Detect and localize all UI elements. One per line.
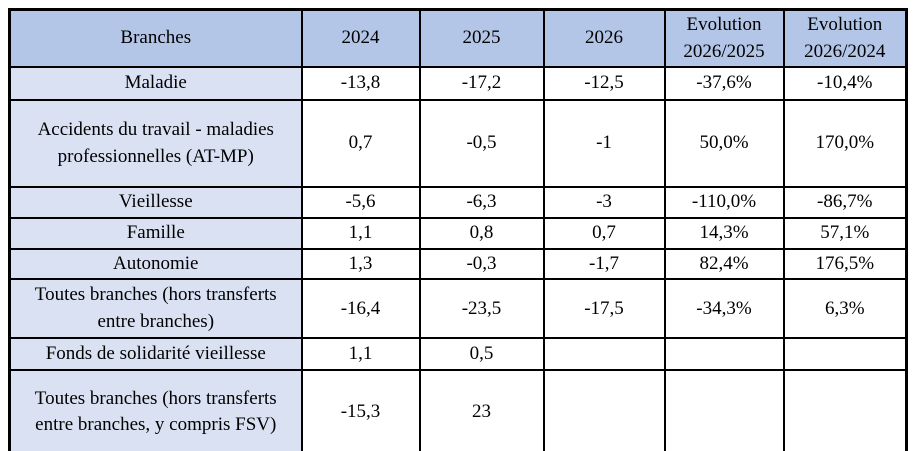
table-row: Toutes branches (hors transferts entre b… xyxy=(8,278,908,340)
cell: 1,1 xyxy=(300,217,421,250)
branches-results-table: Branches 2024 2025 2026 Evolution 2026/2… xyxy=(8,8,908,451)
cell: 1,3 xyxy=(300,247,421,281)
row-label: Famille xyxy=(8,217,303,250)
cell: -23,5 xyxy=(418,278,545,340)
column-header-2026: 2026 xyxy=(542,8,666,69)
cell: 176,5% xyxy=(782,247,908,281)
cell: -5,6 xyxy=(300,186,421,220)
cell xyxy=(542,369,666,451)
cell: 23 xyxy=(418,369,545,451)
row-label: Accidents du travail - maladies professi… xyxy=(8,99,303,189)
table-body: Maladie -13,8 -17,2 -12,5 -37,6% -10,4% Accide… xyxy=(8,66,908,451)
header-row: Branches 2024 2025 2026 Evolution 2026/2… xyxy=(8,8,908,69)
cell: -13,8 xyxy=(300,66,421,102)
cell: 14,3% xyxy=(663,217,785,250)
cell: -10,4% xyxy=(782,66,908,102)
cell: 57,1% xyxy=(782,217,908,250)
row-label: Vieillesse xyxy=(8,186,303,220)
row-label: Maladie xyxy=(8,66,303,102)
cell xyxy=(782,337,908,372)
column-header-evolution-2026-2025: Evolution 2026/2025 xyxy=(663,8,785,69)
cell: 0,8 xyxy=(418,217,545,250)
row-label: Autonomie xyxy=(8,247,303,281)
cell: 170,0% xyxy=(782,99,908,189)
table-row: Fonds de solidarité vieillesse 1,1 0,5 xyxy=(8,337,908,372)
cell xyxy=(663,369,785,451)
table-row: Accidents du travail - maladies professi… xyxy=(8,99,908,189)
table-row: Vieillesse -5,6 -6,3 -3 -110,0% -86,7% xyxy=(8,186,908,220)
cell xyxy=(663,337,785,372)
cell: 82,4% xyxy=(663,247,785,281)
cell: -110,0% xyxy=(663,186,785,220)
cell: -15,3 xyxy=(300,369,421,451)
row-label: Toutes branches (hors transferts entre b… xyxy=(8,369,303,451)
table-row: Maladie -13,8 -17,2 -12,5 -37,6% -10,4% xyxy=(8,66,908,102)
cell: -34,3% xyxy=(663,278,785,340)
row-label: Fonds de solidarité vieillesse xyxy=(8,337,303,372)
cell xyxy=(542,337,666,372)
cell: -16,4 xyxy=(300,278,421,340)
cell: -37,6% xyxy=(663,66,785,102)
cell: -0,3 xyxy=(418,247,545,281)
cell: -1,7 xyxy=(542,247,666,281)
cell: -86,7% xyxy=(782,186,908,220)
cell: 1,1 xyxy=(300,337,421,372)
cell: 6,3% xyxy=(782,278,908,340)
cell: 0,5 xyxy=(418,337,545,372)
row-label: Toutes branches (hors transferts entre b… xyxy=(8,278,303,340)
column-header-2024: 2024 xyxy=(300,8,421,69)
cell: -1 xyxy=(542,99,666,189)
column-header-evolution-2026-2024: Evolution 2026/2024 xyxy=(782,8,908,69)
cell: -17,2 xyxy=(418,66,545,102)
column-header-branches: Branches xyxy=(8,8,303,69)
cell: -17,5 xyxy=(542,278,666,340)
table-row: Famille 1,1 0,8 0,7 14,3% 57,1% xyxy=(8,217,908,250)
cell: 0,7 xyxy=(542,217,666,250)
cell xyxy=(782,369,908,451)
table-row: Toutes branches (hors transferts entre b… xyxy=(8,369,908,451)
cell: -3 xyxy=(542,186,666,220)
table-row: Autonomie 1,3 -0,3 -1,7 82,4% 176,5% xyxy=(8,247,908,281)
cell: -0,5 xyxy=(418,99,545,189)
cell: 50,0% xyxy=(663,99,785,189)
cell: 0,7 xyxy=(300,99,421,189)
column-header-2025: 2025 xyxy=(418,8,545,69)
cell: -12,5 xyxy=(542,66,666,102)
cell: -6,3 xyxy=(418,186,545,220)
